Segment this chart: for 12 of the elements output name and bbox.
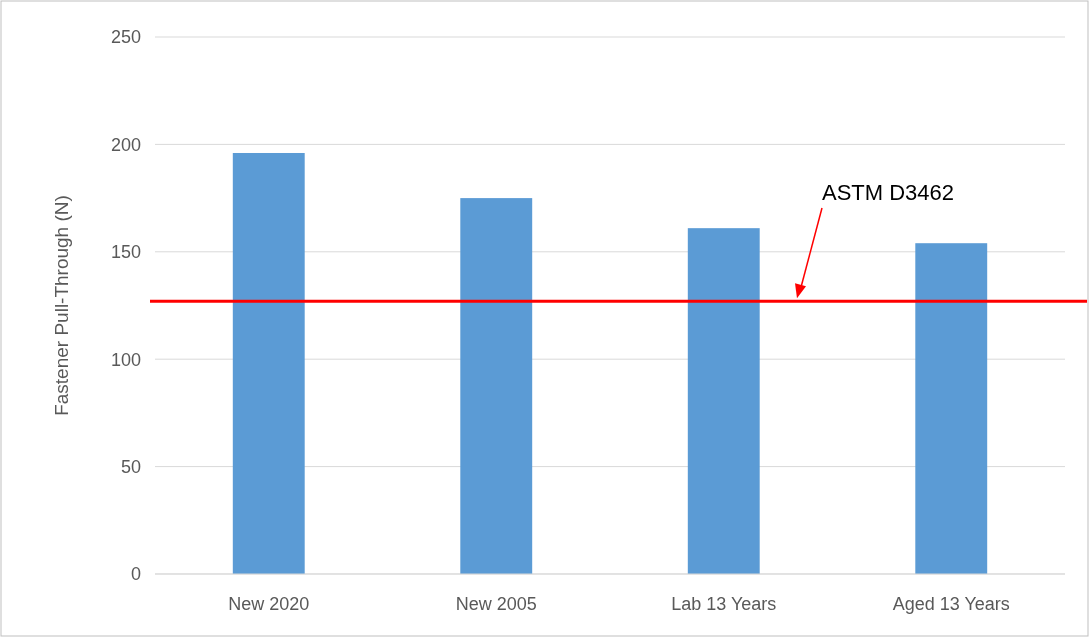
y-tick-label: 50 [120, 456, 141, 477]
y-tick-label: 250 [110, 27, 141, 48]
x-tick-label: New 2020 [228, 594, 310, 614]
x-tick-label: Aged 13 Years [892, 594, 1010, 614]
annotation: ASTM D3462 [822, 180, 955, 205]
y-tick-label: 150 [110, 242, 141, 263]
y-axis-title: Fastener Pull-Through (N) [51, 195, 72, 416]
y-tick-label: 100 [110, 349, 141, 370]
x-tick-label: Lab 13 Years [671, 594, 777, 614]
y-tick-label: 0 [130, 564, 141, 585]
y-tick-label: 200 [110, 134, 141, 155]
x-tick-label: New 2005 [455, 594, 537, 614]
